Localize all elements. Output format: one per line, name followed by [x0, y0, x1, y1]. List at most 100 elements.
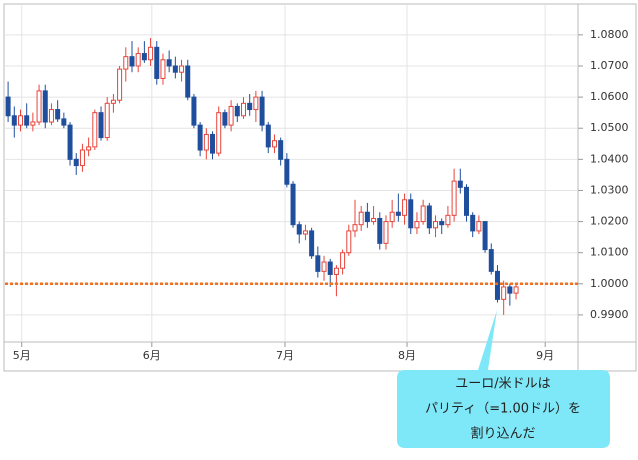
candle-body: [154, 46, 160, 79]
candle-body: [179, 65, 185, 73]
candle-body: [395, 211, 401, 216]
candle-body: [507, 286, 513, 294]
candle-body: [92, 112, 98, 148]
candle-body: [321, 261, 327, 272]
candle-body: [42, 90, 48, 123]
candle-body: [234, 105, 240, 117]
candle-body: [383, 221, 389, 244]
candle-body: [55, 109, 61, 120]
candle-body: [135, 53, 141, 67]
candle-body: [315, 255, 321, 272]
candle-body: [271, 140, 277, 148]
y-tick-label: 1.0200: [590, 215, 629, 228]
y-tick-label: 1.0600: [590, 90, 629, 103]
candle-body: [129, 56, 135, 67]
candle-body: [98, 112, 104, 139]
candle-body: [463, 186, 469, 216]
candle-body: [253, 96, 259, 111]
candle-body: [110, 99, 116, 104]
candle-body: [141, 53, 147, 61]
candle-body: [265, 124, 271, 148]
candle-body: [377, 217, 383, 244]
annotation-line: パリティ（=1.00ドル）を: [425, 402, 581, 417]
candle-body: [210, 133, 216, 154]
candle-body: [79, 149, 85, 167]
candle-body: [408, 199, 414, 229]
callout-box: [397, 310, 610, 448]
candle-body: [414, 221, 420, 229]
candle-body: [352, 224, 358, 232]
candle-body: [48, 109, 54, 123]
candle-body: [470, 214, 476, 232]
candle-body: [420, 205, 426, 223]
y-tick-label: 1.0100: [590, 246, 629, 259]
x-tick-label: 7月: [276, 349, 294, 362]
candle-body: [513, 286, 519, 294]
candle-body: [36, 90, 42, 123]
candle-body: [61, 118, 67, 126]
candle-body: [451, 180, 457, 216]
candle-body: [191, 96, 197, 126]
candle-body: [24, 115, 30, 126]
y-tick-label: 1.0000: [590, 277, 629, 290]
candle-body: [333, 267, 339, 275]
x-tick-label: 5月: [13, 349, 31, 362]
y-tick-label: 1.0800: [590, 28, 629, 41]
candle-body: [17, 115, 23, 126]
candle-body: [358, 211, 364, 226]
candle-body: [364, 211, 370, 223]
candle-body: [371, 217, 377, 223]
y-tick-label: 1.0500: [590, 121, 629, 134]
annotation-line: 割り込んだ: [470, 426, 535, 442]
candle-body: [340, 252, 346, 269]
annotation-line: ユーロ/米ドルは: [455, 377, 550, 392]
candle-body: [445, 214, 451, 226]
candle-body: [172, 65, 178, 73]
candle-body: [123, 56, 129, 70]
candle-body: [222, 112, 228, 126]
candle-body: [433, 221, 439, 229]
y-tick-label: 1.0400: [590, 152, 629, 165]
candle-body: [296, 224, 302, 235]
callout: ユーロ/米ドルは パリティ（=1.00ドル）を 割り込んだ: [397, 310, 610, 448]
candle-body: [5, 96, 11, 117]
candle-body: [457, 180, 463, 188]
x-tick-label: 9月: [536, 349, 554, 362]
candle-body: [501, 286, 507, 300]
y-tick-label: 1.0700: [590, 59, 629, 72]
candle-body: [216, 112, 222, 154]
candle-body: [426, 205, 432, 229]
candle-body: [346, 230, 352, 254]
x-tick-label: 6月: [143, 349, 161, 362]
candle-body: [494, 270, 500, 300]
candle-body: [104, 102, 110, 139]
y-tick-label: 0.9900: [590, 308, 629, 321]
candle-body: [185, 65, 191, 98]
candle-body: [86, 146, 92, 151]
chart-frame: [3, 3, 637, 372]
candle-body: [402, 199, 408, 216]
x-tick-label: 8月: [398, 349, 416, 362]
candle-body: [30, 121, 36, 126]
candle-body: [482, 221, 488, 251]
candle-body: [166, 59, 172, 67]
candle-body: [148, 46, 154, 61]
candle-body: [197, 124, 203, 151]
candle-body: [247, 102, 253, 111]
candle-body: [284, 158, 290, 185]
candle-body: [73, 158, 79, 167]
candle-body: [327, 261, 333, 275]
y-tick-label: 1.0300: [590, 183, 629, 196]
candle-body: [160, 59, 166, 79]
candle-body: [11, 115, 17, 126]
candle-body: [278, 140, 284, 160]
candle-body: [389, 211, 395, 223]
candle-body: [302, 230, 308, 235]
candle-body: [259, 96, 265, 126]
candle-body: [67, 124, 73, 160]
candle-body: [228, 105, 234, 126]
candle-body: [203, 133, 209, 151]
candle-body: [309, 230, 315, 257]
candle-body: [439, 221, 445, 226]
